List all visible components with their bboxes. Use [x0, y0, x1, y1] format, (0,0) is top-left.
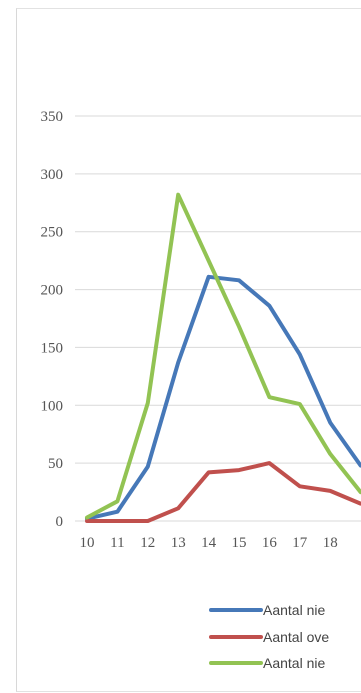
- x-tick-label: 18: [323, 535, 338, 551]
- chart-panel: 0 50 100 150 200 250 300 350 10 11 12 13 14 15 16 17 18…: [16, 8, 361, 692]
- y-tick-label: 50: [48, 456, 63, 472]
- x-axis: 10 11 12 13 14 15 16 17 18: [80, 535, 338, 551]
- y-tick-label: 100: [41, 398, 64, 414]
- x-tick-label: 15: [232, 535, 247, 551]
- y-tick-label: 150: [41, 340, 64, 356]
- y-axis: 0 50 100 150 200 250 300 350: [41, 109, 64, 530]
- x-tick-label: 14: [201, 535, 217, 551]
- x-tick-label: 12: [140, 535, 155, 551]
- x-tick-label: 16: [262, 535, 278, 551]
- legend-label-2: Aantal ove: [263, 629, 329, 645]
- y-tick-label: 200: [41, 283, 64, 299]
- y-tick-label: 300: [41, 167, 64, 183]
- x-tick-label: 17: [292, 535, 308, 551]
- y-tick-label: 0: [56, 514, 64, 530]
- series-line-2: [85, 461, 361, 523]
- x-tick-label: 13: [171, 535, 186, 551]
- x-tick-label: 11: [110, 535, 124, 551]
- legend-label-1: Aantal nie: [263, 602, 325, 618]
- y-tick-label: 350: [41, 109, 64, 125]
- series-lines: [85, 192, 361, 523]
- series-line-1: [85, 274, 361, 521]
- gridlines: [75, 115, 361, 522]
- legend-label-3: Aantal nie: [263, 655, 325, 671]
- line-chart: 0 50 100 150 200 250 300 350 10 11 12 13 14 15 16 17 18…: [41, 109, 361, 671]
- legend: Aantal nie Aantal ove Aantal nie: [209, 602, 329, 671]
- y-tick-label: 250: [41, 225, 64, 241]
- series-line-3: [85, 192, 361, 520]
- x-tick-label: 10: [80, 535, 95, 551]
